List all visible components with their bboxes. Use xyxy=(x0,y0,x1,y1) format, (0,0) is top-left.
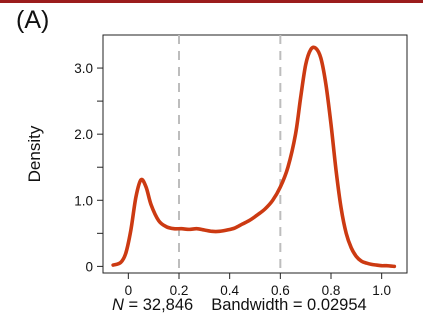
y-tick-label: 3.0 xyxy=(74,61,93,76)
sample-size-symbol: N xyxy=(112,296,124,314)
x-tick-label: 0.2 xyxy=(170,283,189,298)
plot-frame xyxy=(102,34,408,274)
density-curve xyxy=(111,45,397,269)
y-tick-label: 0 xyxy=(85,259,93,274)
x-tick-label: 0.6 xyxy=(271,283,290,298)
footer-note: N = 32,846 Bandwidth = 0.02954 xyxy=(112,296,367,315)
x-tick-label: 1.0 xyxy=(372,283,391,298)
y-tick-label: 1.0 xyxy=(74,193,93,208)
sample-size-value: = 32,846 xyxy=(123,296,194,314)
y-axis-label: Density xyxy=(25,125,44,182)
x-tick-label: 0.4 xyxy=(220,283,239,298)
bandwidth-note: Bandwidth = 0.02954 xyxy=(211,296,367,314)
top-accent-bar xyxy=(0,0,423,3)
x-tick-label: 0.8 xyxy=(322,283,341,298)
panel-label: (A) xyxy=(16,6,50,34)
y-tick-label: 2.0 xyxy=(74,127,93,142)
x-tick-label: 0 xyxy=(125,283,133,298)
